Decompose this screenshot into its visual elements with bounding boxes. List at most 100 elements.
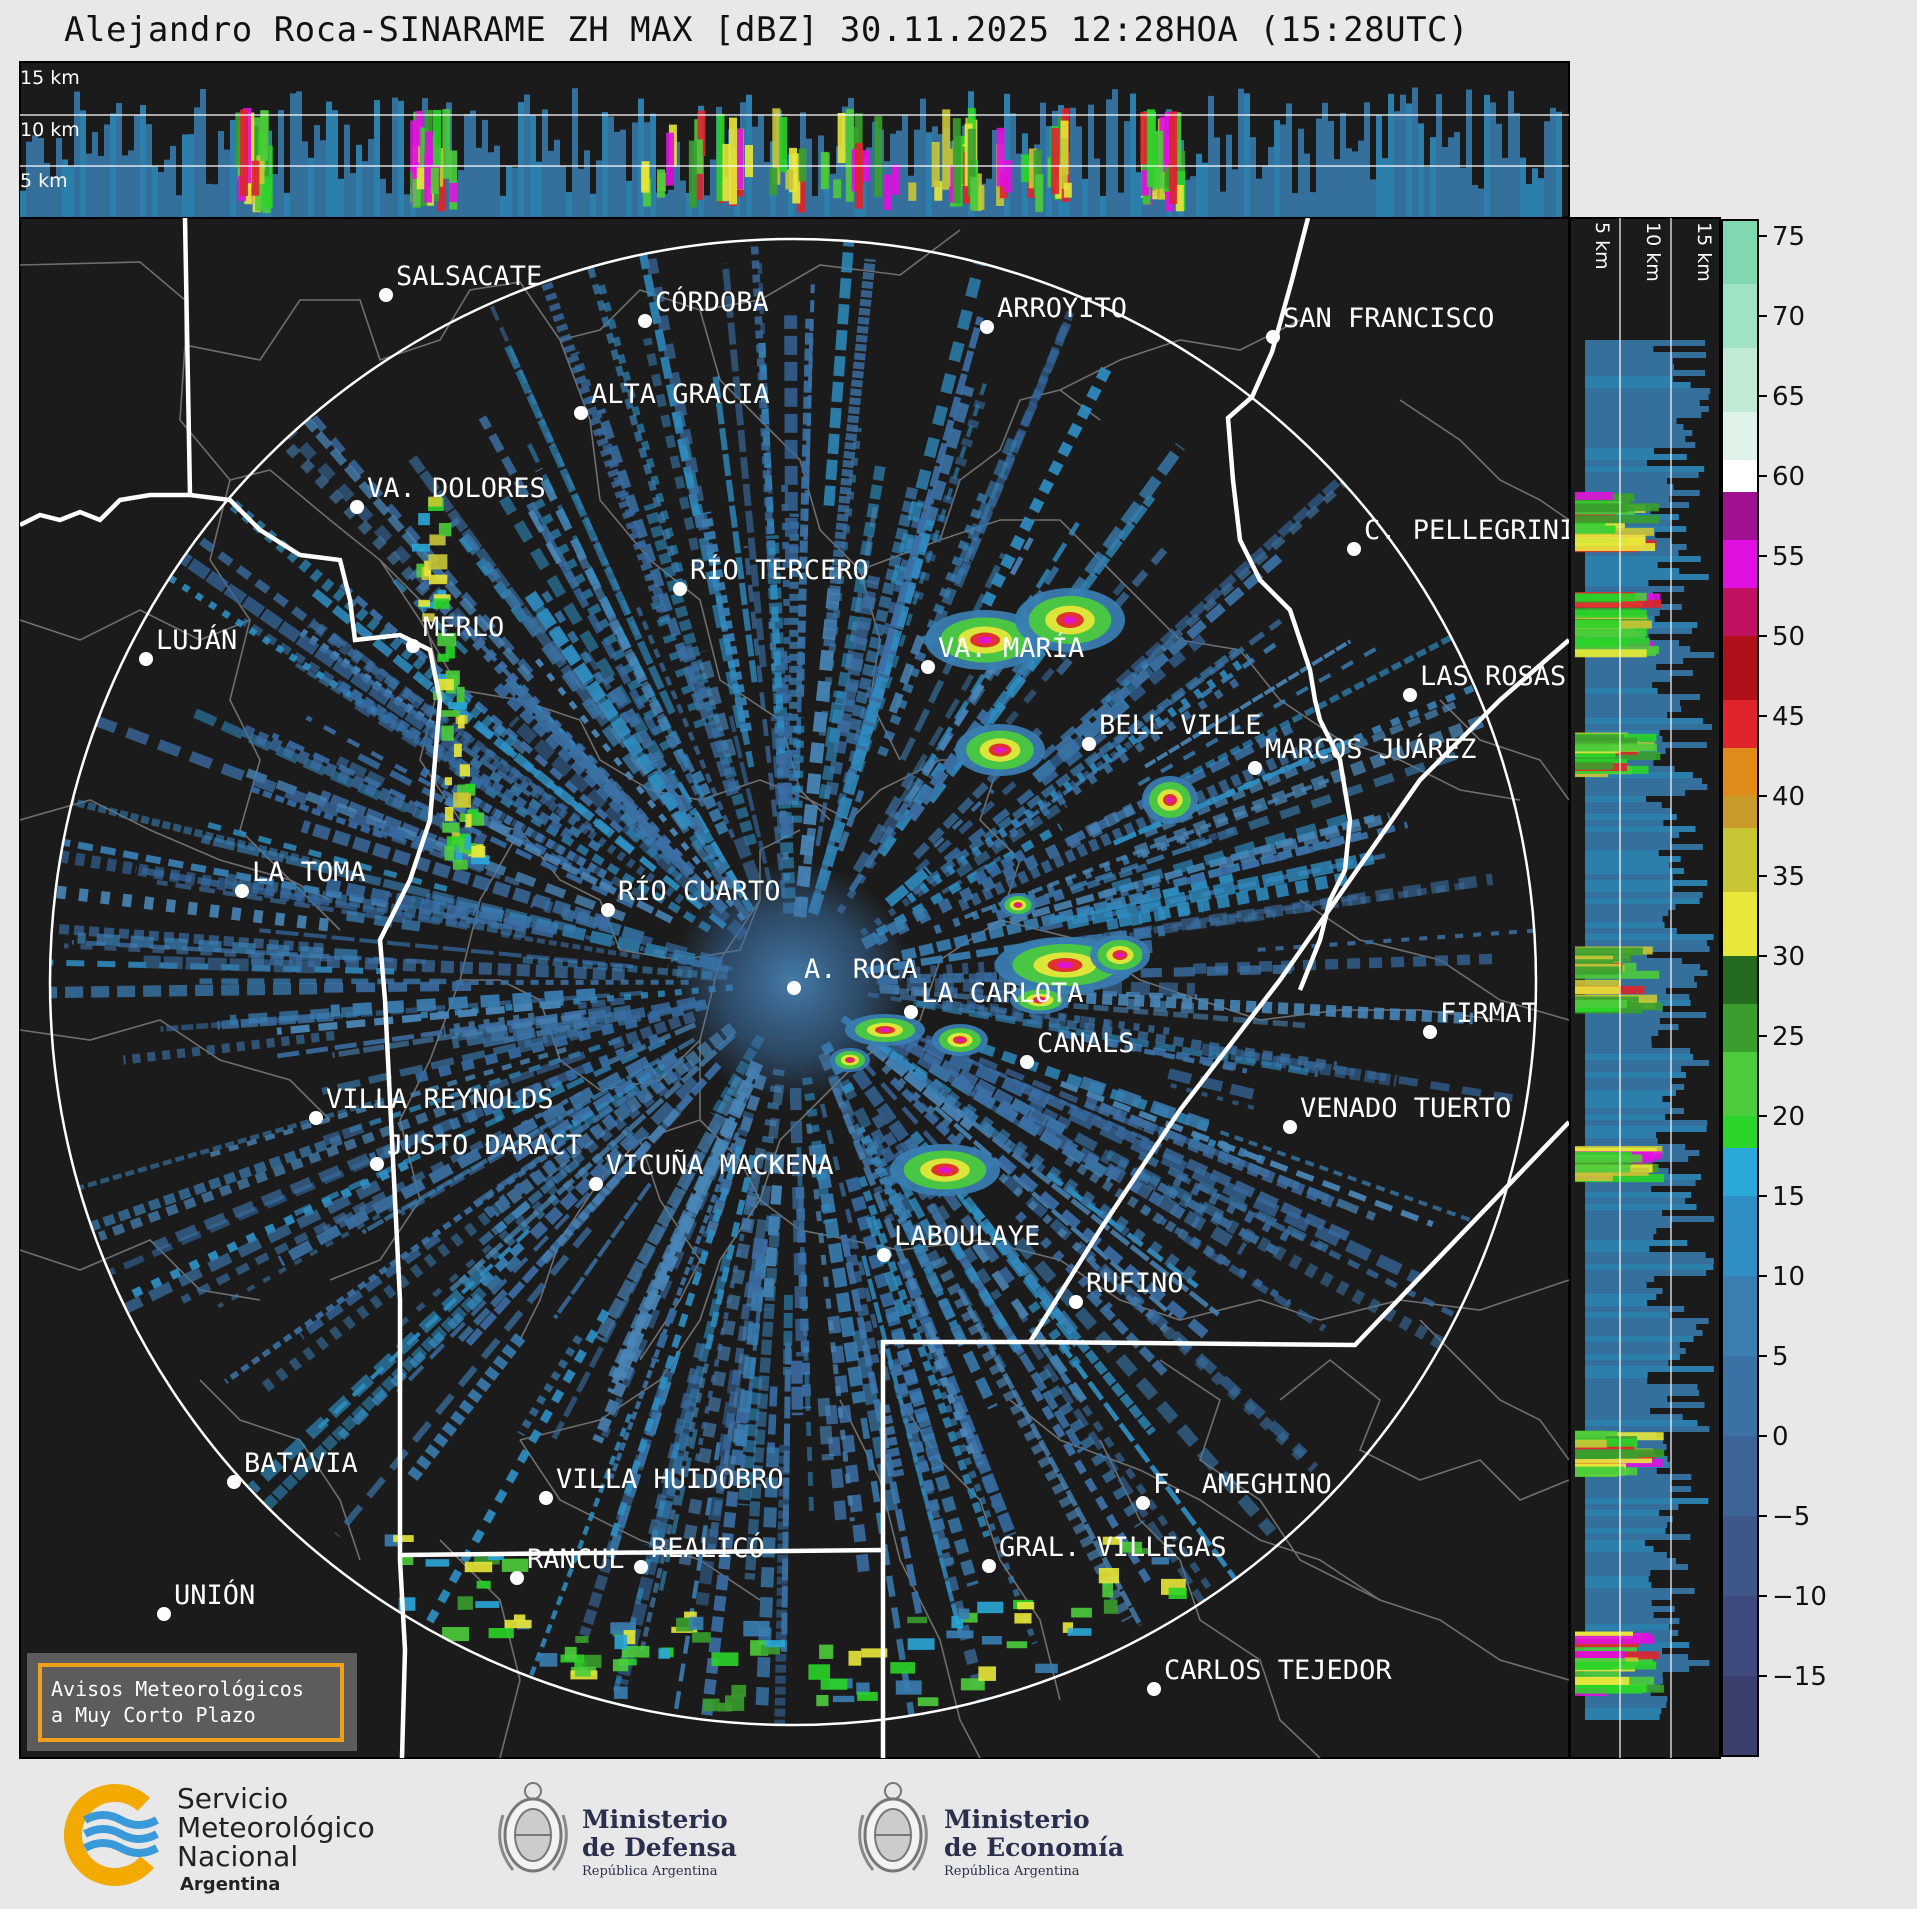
side-echo-row <box>1585 940 1708 946</box>
radar-ray <box>693 1170 758 1467</box>
side-echo-row <box>1585 958 1682 964</box>
side-echo-row <box>1585 586 1685 592</box>
echo-pixel <box>895 1680 922 1695</box>
side-echo-row <box>1585 1024 1679 1030</box>
coat-of-arms-icon <box>498 1782 568 1873</box>
radar-ray <box>143 955 315 974</box>
top-echo-column <box>1160 187 1166 217</box>
top-echo-column <box>710 159 716 217</box>
side-echo-row <box>1585 1498 1709 1504</box>
echo-pixel <box>445 645 455 659</box>
radar-ray <box>943 723 1117 864</box>
radar-ray <box>845 485 919 745</box>
top-echo-column <box>986 178 992 217</box>
top-echo-column <box>1310 192 1316 217</box>
side-echo-cell <box>1575 966 1623 975</box>
city-label: SAN FRANCISCO <box>1283 303 1494 334</box>
colorbar-band <box>1722 1116 1758 1148</box>
top-echo-column <box>614 131 620 217</box>
top-echo-column <box>344 124 350 217</box>
top-echo-column <box>164 159 170 217</box>
side-echo-row <box>1585 1018 1660 1024</box>
top-echo-column <box>1442 147 1448 217</box>
radar-ray <box>336 579 624 834</box>
top-echo-cell <box>1175 184 1184 212</box>
echo-pixel <box>819 1644 834 1659</box>
top-echo-column <box>320 140 326 217</box>
radar-ray <box>861 1255 963 1636</box>
side-echo-row <box>1585 1252 1706 1258</box>
echo-pixel <box>1119 1541 1143 1553</box>
radar-ray <box>499 495 682 790</box>
top-echo-cell <box>854 143 863 209</box>
side-echo-cell <box>1575 593 1637 602</box>
radar-ray <box>522 239 671 624</box>
side-echo-row <box>1585 574 1709 580</box>
colorbar-band <box>1722 1356 1758 1436</box>
top-echo-column <box>1286 103 1292 217</box>
top-echo-column <box>362 161 368 217</box>
top-echo-column <box>1340 112 1346 217</box>
radar-ray <box>601 1022 697 1068</box>
radar-ray <box>531 654 746 922</box>
top-echo-column <box>1244 93 1250 217</box>
side-echo-cell <box>1575 1651 1625 1659</box>
top-echo-column <box>1520 157 1526 217</box>
storm-cell-core <box>977 636 993 644</box>
radar-ray <box>1115 470 1350 687</box>
radar-ray <box>1172 1173 1291 1242</box>
side-echo-row <box>1585 1582 1652 1588</box>
side-echo-row <box>1585 850 1659 856</box>
radar-ray <box>1172 831 1363 888</box>
radar-ray <box>932 1090 1220 1317</box>
economia-line2: de Economía <box>944 1833 1124 1862</box>
echo-pixel <box>861 1648 888 1658</box>
department-boundary <box>20 609 251 641</box>
side-echo-row <box>1585 1048 1691 1054</box>
radar-ray <box>1129 1167 1280 1256</box>
top-echo-column <box>506 165 512 217</box>
radar-ray <box>670 730 696 774</box>
echo-pixel <box>575 1636 589 1643</box>
echo-pixel <box>465 783 476 793</box>
top-echo-column <box>1352 151 1358 217</box>
top-echo-column <box>230 120 236 217</box>
radar-ray <box>156 879 406 924</box>
top-echo-column <box>44 162 50 217</box>
side-echo-row <box>1585 922 1665 928</box>
top-echo-column <box>608 116 614 217</box>
top-echo-column <box>524 94 530 217</box>
side-echo-cell <box>1575 630 1645 639</box>
echo-pixel <box>820 1678 848 1690</box>
radar-ray <box>816 427 862 754</box>
radar-ray <box>832 1087 949 1369</box>
side-echo-row <box>1585 1300 1648 1306</box>
radar-ray <box>451 765 712 933</box>
city-marker <box>904 1005 918 1019</box>
radar-ray <box>651 1308 678 1363</box>
colorbar-band <box>1722 700 1758 748</box>
side-echo-row <box>1585 724 1712 730</box>
side-echo-row <box>1585 874 1673 880</box>
side-echo-row <box>1585 568 1680 574</box>
radar-ray <box>933 1256 1134 1623</box>
side-echo-cell <box>1575 537 1646 546</box>
top-echo-cell <box>430 167 439 194</box>
side-echo-row <box>1585 1324 1697 1330</box>
radar-ray <box>1111 813 1349 893</box>
radar-ray <box>892 1055 1017 1152</box>
side-echo-row <box>1585 856 1681 862</box>
echo-pixel <box>488 1628 514 1639</box>
radar-ray <box>784 315 798 563</box>
radar-ray <box>1219 1130 1477 1224</box>
radar-ray <box>695 1370 743 1606</box>
echo-pixel <box>464 835 472 850</box>
echo-pixel <box>725 1695 745 1711</box>
radar-ray <box>691 1407 749 1725</box>
notice-line1: Avisos Meteorológicos <box>51 1677 304 1701</box>
radar-ray <box>337 1255 522 1440</box>
radar-ray <box>858 377 989 773</box>
radar-ray <box>248 1268 488 1494</box>
top-echo-column <box>662 193 668 217</box>
top-echo-column <box>638 98 644 217</box>
